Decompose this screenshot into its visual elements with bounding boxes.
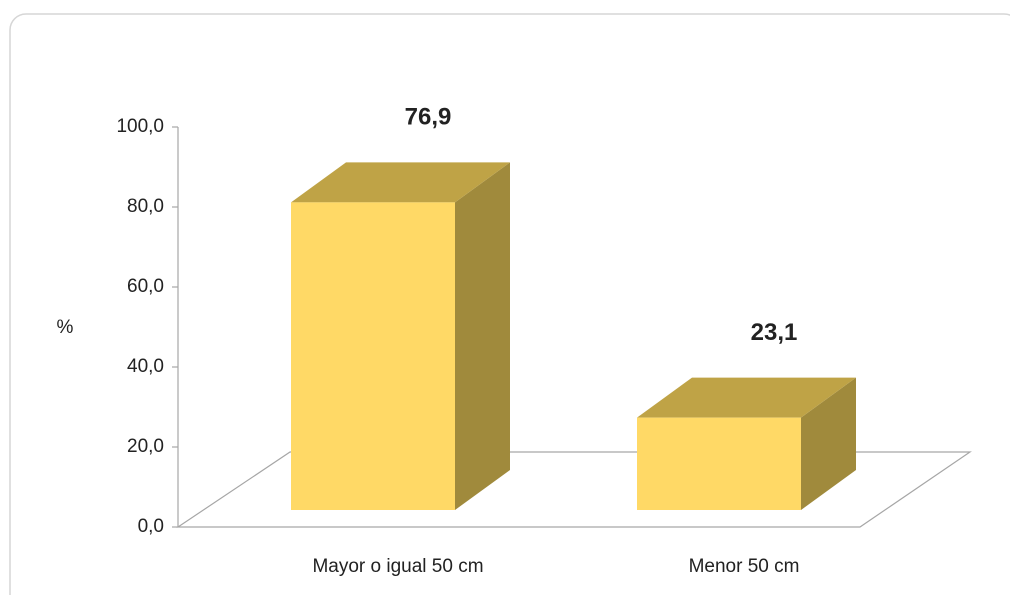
value-label: 23,1 [751, 319, 798, 346]
bar-top [637, 377, 856, 418]
bar [637, 377, 856, 510]
y-axis-label: % [57, 317, 74, 338]
y-tick-label: 60,0 [127, 276, 164, 297]
bar-side [801, 377, 856, 510]
x-tick-label: Mayor o igual 50 cm [312, 556, 483, 577]
floor [176, 451, 972, 528]
y-tick-label: 80,0 [127, 196, 164, 217]
y-tick-label: 0,0 [138, 516, 164, 537]
bar-side [455, 162, 510, 510]
y-tick-label: 100,0 [116, 116, 164, 137]
y-tick-label: 20,0 [127, 436, 164, 457]
bar-top [291, 162, 510, 203]
y-tick-label: 40,0 [127, 356, 164, 377]
bar-front [637, 417, 801, 510]
x-tick-label: Menor 50 cm [689, 556, 800, 577]
bar-front [291, 202, 455, 510]
value-label: 76,9 [405, 104, 452, 131]
bar [291, 162, 510, 510]
